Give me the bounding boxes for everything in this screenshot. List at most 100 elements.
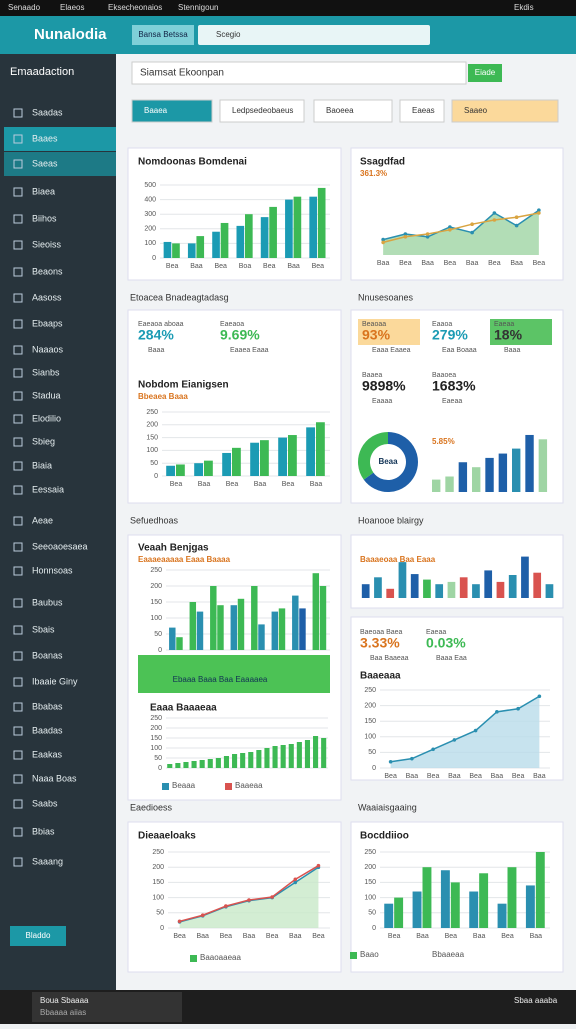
y-tick-label: 50 <box>150 460 158 467</box>
nav-icon <box>13 702 23 712</box>
filter[interactable] <box>313 99 393 123</box>
bar <box>525 885 535 928</box>
line <box>382 212 540 244</box>
nav-icon <box>13 799 23 809</box>
bar <box>384 903 394 928</box>
y-tick-label: 100 <box>150 745 162 752</box>
x-tick-label: Bea <box>488 260 501 267</box>
bar <box>498 453 508 492</box>
y-tick-label: 250 <box>364 849 376 856</box>
kpi-note: Eaaa Eaaea <box>372 347 411 354</box>
nav-item: Ibaaie Giny <box>32 676 78 686</box>
kpi-value: 9898% <box>362 378 406 394</box>
nav-item: Biaea <box>32 186 55 196</box>
sidebar-title: Emaadaction <box>10 66 74 78</box>
point <box>388 759 393 764</box>
y-tick-label: 300 <box>144 211 156 218</box>
chart-title: Bocddiioo <box>360 831 409 842</box>
x-tick-label: Baa <box>421 260 434 267</box>
bar <box>215 758 221 768</box>
bar <box>210 586 217 650</box>
bar <box>292 595 299 650</box>
nav-icon <box>13 461 23 471</box>
y-tick-label: 200 <box>150 583 162 590</box>
nav-icon <box>13 267 23 277</box>
nav-active[interactable] <box>4 127 116 151</box>
donut-slice <box>363 432 418 492</box>
point <box>270 895 274 899</box>
nav-item: Stadua <box>32 390 61 400</box>
y-tick-label: 50 <box>154 755 162 762</box>
bar <box>264 748 270 768</box>
point <box>470 222 474 226</box>
x-tick-label: Bea <box>533 260 546 267</box>
point <box>425 235 430 239</box>
nav-active[interactable] <box>4 152 116 176</box>
bar <box>272 746 278 768</box>
x-tick-label: Baa <box>377 260 390 267</box>
x-tick-label: Bea <box>312 933 325 940</box>
chart-subtitle: Baaaeoaa Baa Eaaa <box>360 555 436 564</box>
filter[interactable] <box>399 99 445 123</box>
point <box>224 904 228 908</box>
bar <box>423 579 431 598</box>
bar <box>175 763 181 768</box>
chart-title: Baaeaaa <box>360 671 401 682</box>
sidebar-button[interactable] <box>10 926 66 946</box>
go-button[interactable] <box>468 64 502 82</box>
nav-icon <box>13 345 23 355</box>
nav-item: Baadas <box>32 725 63 735</box>
bar <box>306 427 316 476</box>
legend-label: Baaoaaeaa <box>200 953 241 962</box>
nav-item: Ebaaps <box>32 318 63 328</box>
bar <box>237 598 245 650</box>
chart-subtitle: Eaaaeaaaaa Eaaa Baaaa <box>138 555 231 564</box>
legend-label: Beaaa <box>172 781 196 790</box>
section-title: Waaiaisgaaing <box>358 802 417 812</box>
bar <box>260 440 269 476</box>
kpi-label: Baeoaa Baea <box>360 629 403 636</box>
bar <box>485 457 494 492</box>
chart-title: Veaah Benjgas <box>138 543 209 554</box>
tab: Elaeos <box>60 3 84 12</box>
filter[interactable] <box>131 99 213 123</box>
kpi-value: 1683% <box>432 378 476 394</box>
nav-icon <box>13 414 23 424</box>
bar <box>445 476 454 492</box>
chart-subtitle: Bbeaea Baaa <box>138 392 188 401</box>
y-tick-label: 250 <box>152 849 164 856</box>
bar <box>269 206 277 258</box>
kpi-label: Eaeaoa <box>220 321 244 328</box>
bar <box>278 608 286 650</box>
nav-item: Baaes <box>32 133 58 143</box>
bar <box>317 187 326 258</box>
filter[interactable] <box>219 99 305 123</box>
nav-item: Sbais <box>32 624 55 634</box>
bar <box>280 745 286 768</box>
nav-icon <box>13 391 23 401</box>
bar <box>299 608 306 650</box>
x-tick-label: Baa <box>533 773 546 780</box>
nav-icon <box>13 542 23 552</box>
bar <box>479 873 489 928</box>
bar <box>374 577 382 598</box>
bar <box>248 752 254 768</box>
x-tick-label: Bea <box>220 933 233 940</box>
bar <box>240 753 246 768</box>
bar <box>222 452 232 476</box>
section-title: Etoacea Bnadeagtadasg <box>130 292 229 302</box>
point <box>247 898 251 902</box>
search[interactable] <box>198 25 430 45</box>
toolbar-search[interactable] <box>131 61 467 85</box>
user-name: Ekdis <box>514 3 534 12</box>
legend-swatch <box>162 783 169 790</box>
point <box>495 710 499 714</box>
x-tick-label: Boa <box>239 263 252 270</box>
bar <box>432 479 441 492</box>
header-button[interactable] <box>132 25 194 45</box>
x-tick-label: Baa <box>287 263 300 270</box>
chart-title: Eaaa Baaaeaa <box>150 703 217 714</box>
y-tick-label: 150 <box>364 879 376 886</box>
filter[interactable] <box>451 99 559 123</box>
